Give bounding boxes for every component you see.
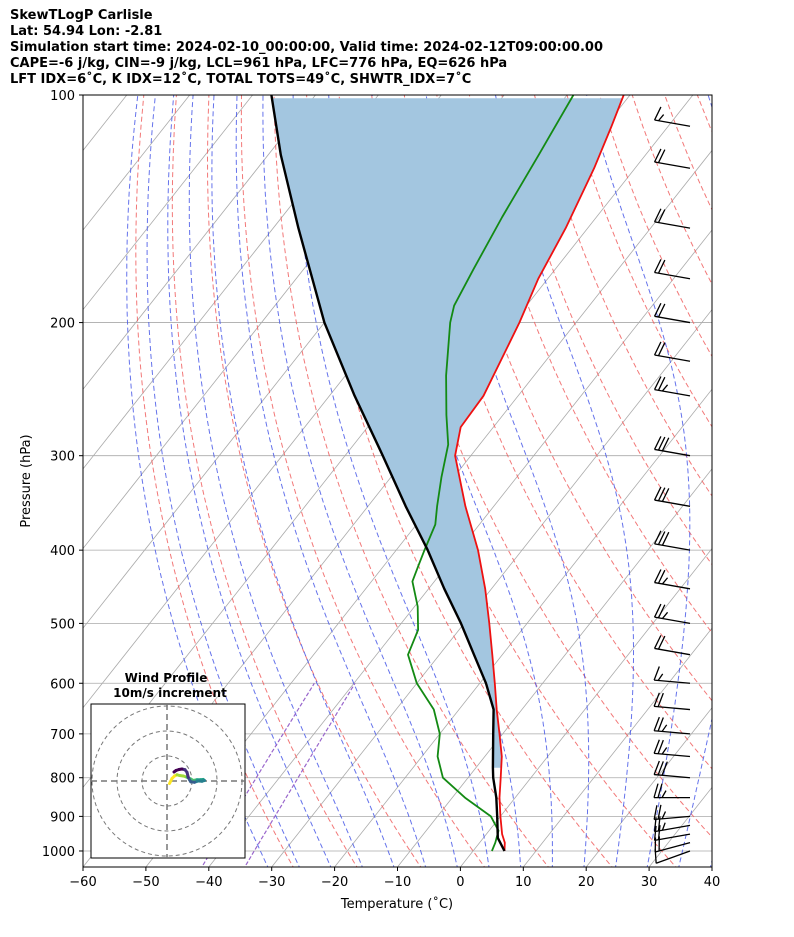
dry-adiabat [762,95,794,870]
hodograph-inset: Wind Profile 10m/s increment [90,671,246,859]
x-tick-label: −50 [132,875,159,890]
dry-adiabat [240,95,486,867]
x-tick-label: 20 [578,875,595,890]
y-tick-label: 400 [50,544,75,559]
moist-adiabat [425,95,590,867]
x-tick-label: −20 [321,875,348,890]
isotherm-line [648,786,712,867]
y-tick-label: 100 [50,89,75,104]
isotherm-line [459,547,712,867]
wind-barb [653,603,691,625]
wind-barb [653,341,691,362]
stability-indices-2: LFT IDX=6˚C, K IDX=12˚C, TOTAL TOTS=49˚C… [10,72,472,87]
y-tick-label: 300 [50,450,75,465]
y-axis-label: Pressure (hPa) [19,434,34,527]
wind-barb [653,486,691,507]
chart-header: SkewTLogP Carlisle Lat: 54.94 Lon: -2.81… [10,8,603,88]
station-coordinates: Lat: 54.94 Lon: -2.81 [10,24,163,39]
dry-adiabat [534,95,712,497]
wind-barb [653,635,691,656]
wind-barb [653,692,691,711]
data-layer [270,95,625,852]
hodograph-segment [172,769,178,774]
dry-adiabat [306,95,613,867]
moist-adiabat [586,95,691,867]
x-tick-label: 40 [704,875,721,890]
dry-adiabat [599,95,712,358]
wind-barb [653,302,691,324]
wind-barb [653,106,691,127]
x-tick-label: 0 [456,875,464,890]
moist-adiabat [167,95,332,867]
isotherm-line [711,866,712,867]
x-axis-label: Temperature (˚C) [340,896,453,912]
wind-barbs [653,106,691,864]
dry-adiabat [206,95,422,867]
wind-barb [653,208,691,229]
isotherm-line [83,95,191,231]
wind-barb [653,376,691,397]
moist-adiabat [709,858,712,867]
isotherm-line [83,95,379,470]
moist-adiabat [188,95,363,867]
temperature-profile [454,95,625,852]
x-tick-label: 30 [641,875,658,890]
isotherm-line [83,95,316,390]
simulation-times: Simulation start time: 2024-02-10_00:00:… [10,40,603,55]
isotherm-line [334,388,712,867]
dry-adiabat [664,95,712,211]
dewpoint-profile [407,95,575,852]
dry-adiabat [338,95,677,867]
dry-adiabat [730,95,794,870]
dry-adiabat [436,95,712,702]
dry-adiabat [273,95,549,867]
isotherm-line [522,627,712,867]
isotherm-line [83,95,254,311]
y-tick-label: 800 [50,772,75,787]
isotherm-line [271,309,712,867]
y-tick-label: 600 [50,677,75,692]
wind-barb [653,666,691,684]
y-tick-label: 500 [50,617,75,632]
dry-adiabat [501,95,712,566]
wind-barb [653,436,691,457]
wind-barb [653,783,690,799]
dry-adiabat [135,95,294,867]
wind-barb [653,569,691,590]
wind-barb [653,825,691,842]
inset-title: Wind Profile [125,671,208,685]
x-tick-label: −30 [258,875,285,890]
wind-barb [653,760,691,779]
isotherm-line [0,78,77,870]
parcel-profile [270,95,506,852]
wind-barb [653,259,691,280]
stability-indices-1: CAPE=-6 j/kg, CIN=-9 j/kg, LCL=961 hPa, … [10,56,508,71]
wind-barb [653,716,691,735]
inset-subtitle: 10m/s increment [113,686,227,700]
mixing-ratio-line [243,682,356,867]
y-tick-label: 200 [50,317,75,332]
x-tick-label: −10 [384,875,411,890]
axis-layer: −60 −50 −40 −30 −20 −10 0 10 20 30 40 100 200 300 400 5… [42,89,720,890]
wind-barb [653,739,691,758]
moist-adiabat [211,95,395,867]
moist-adiabat [678,95,712,867]
wind-barb [653,530,691,551]
isotherm-line [585,707,712,867]
y-tick-label: 900 [50,810,75,825]
x-tick-label: −60 [69,875,96,890]
x-tick-label: 10 [515,875,532,890]
moist-adiabat [146,95,300,867]
x-tick-label: −40 [195,875,222,890]
moist-adiabat [235,95,427,867]
y-tick-label: 1000 [42,845,75,860]
wind-barb [653,804,691,821]
moist-adiabat [495,95,634,867]
wind-barb [653,148,691,169]
chart-title: SkewTLogP Carlisle [10,8,153,23]
moist-adiabat [262,95,458,867]
y-tick-label: 700 [50,728,75,743]
isotherm-line [208,229,712,867]
